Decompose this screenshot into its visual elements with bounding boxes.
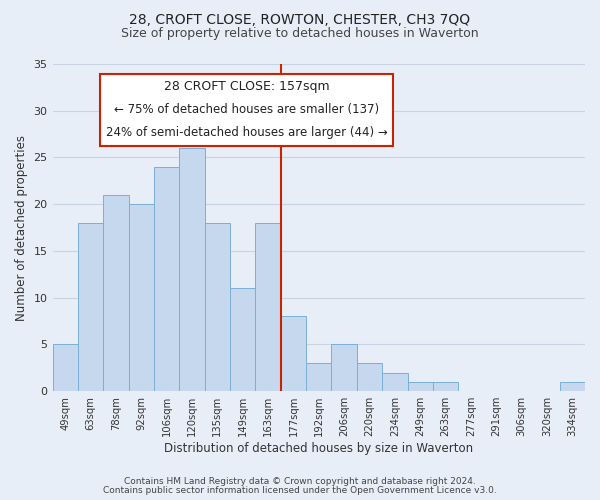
- Text: 28 CROFT CLOSE: 157sqm: 28 CROFT CLOSE: 157sqm: [164, 80, 330, 94]
- FancyBboxPatch shape: [100, 74, 394, 146]
- Bar: [78, 223, 103, 391]
- Bar: [103, 195, 128, 391]
- Text: Size of property relative to detached houses in Waverton: Size of property relative to detached ho…: [121, 28, 479, 40]
- Bar: [357, 363, 382, 391]
- Text: 24% of semi-detached houses are larger (44) →: 24% of semi-detached houses are larger (…: [106, 126, 388, 139]
- X-axis label: Distribution of detached houses by size in Waverton: Distribution of detached houses by size …: [164, 442, 473, 455]
- Bar: [306, 363, 331, 391]
- Text: 28, CROFT CLOSE, ROWTON, CHESTER, CH3 7QQ: 28, CROFT CLOSE, ROWTON, CHESTER, CH3 7Q…: [130, 12, 470, 26]
- Bar: [154, 167, 179, 391]
- Bar: [281, 316, 306, 391]
- Bar: [53, 344, 78, 391]
- Bar: [407, 382, 433, 391]
- Bar: [128, 204, 154, 391]
- Bar: [205, 223, 230, 391]
- Bar: [179, 148, 205, 391]
- Bar: [331, 344, 357, 391]
- Text: Contains public sector information licensed under the Open Government Licence v3: Contains public sector information licen…: [103, 486, 497, 495]
- Text: ← 75% of detached houses are smaller (137): ← 75% of detached houses are smaller (13…: [115, 104, 379, 117]
- Bar: [433, 382, 458, 391]
- Y-axis label: Number of detached properties: Number of detached properties: [15, 134, 28, 320]
- Bar: [230, 288, 256, 391]
- Text: Contains HM Land Registry data © Crown copyright and database right 2024.: Contains HM Land Registry data © Crown c…: [124, 477, 476, 486]
- Bar: [560, 382, 585, 391]
- Bar: [256, 223, 281, 391]
- Bar: [382, 372, 407, 391]
